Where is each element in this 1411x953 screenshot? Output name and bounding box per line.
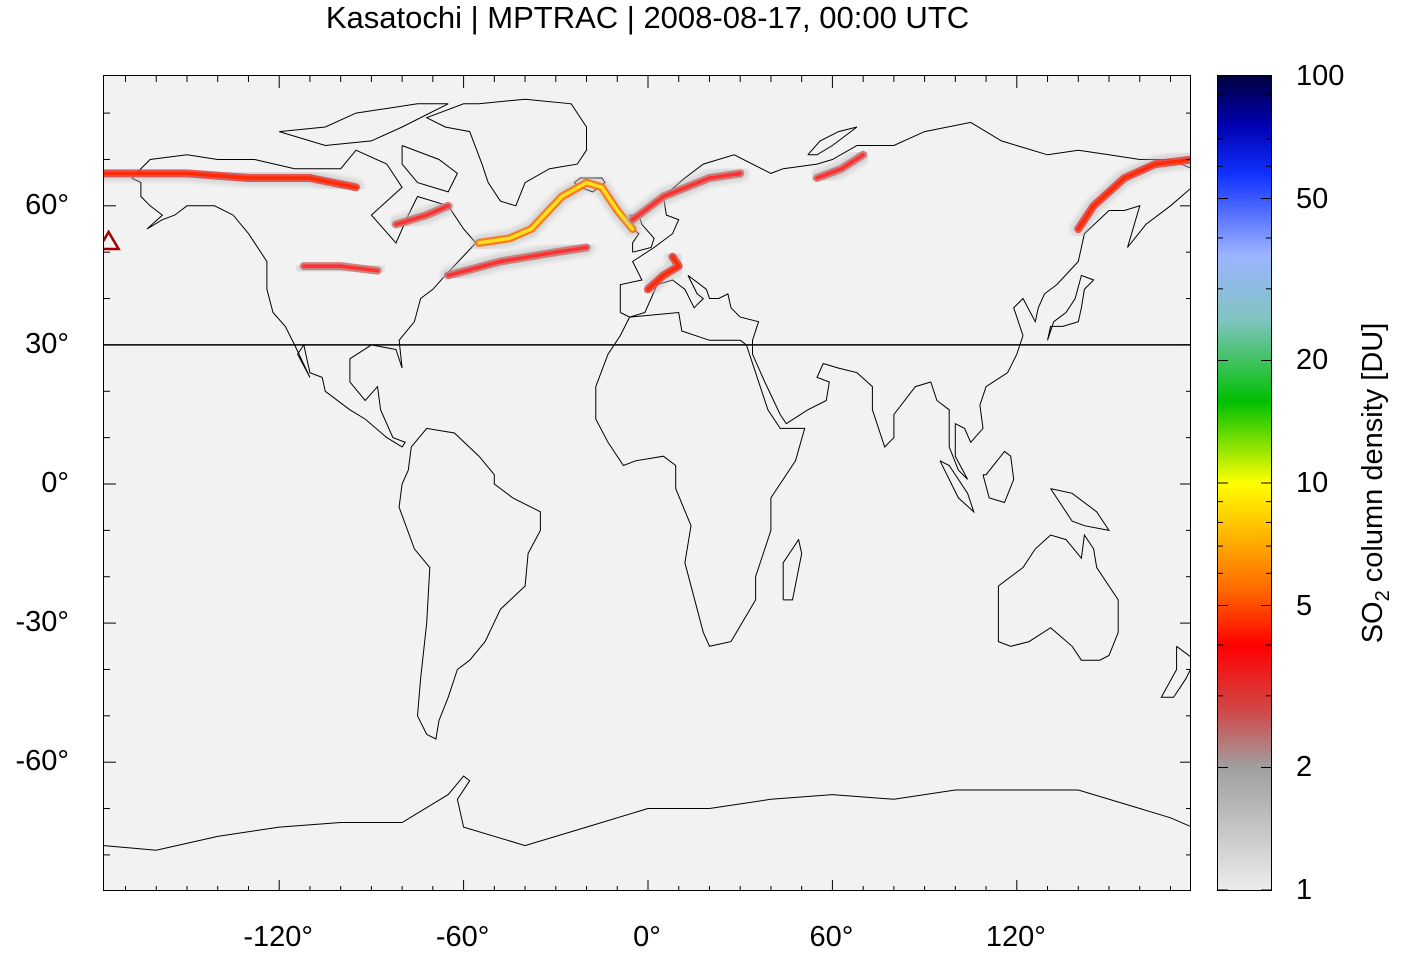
coastline-borneo bbox=[982, 450, 1015, 504]
y-tick-label: 60° bbox=[25, 188, 69, 221]
colorbar-gradient bbox=[1218, 75, 1271, 891]
plume-western-siberia-yamal bbox=[809, 146, 872, 186]
x-tick-label: 0° bbox=[633, 921, 661, 953]
coastline-madagascar bbox=[782, 538, 803, 601]
colorbar-tick-label: 1 bbox=[1296, 874, 1313, 906]
map-panel bbox=[103, 75, 1191, 891]
so2-plumes bbox=[104, 146, 1190, 298]
x-tick-label: -120° bbox=[243, 921, 313, 953]
colorbar-title: SO2 column density [DU] bbox=[1357, 322, 1394, 644]
coastline-eurasia bbox=[619, 121, 1190, 480]
x-tick-label: 60° bbox=[809, 921, 854, 953]
plot-title: Kasatochi | MPTRAC | 2008-08-17, 00:00 U… bbox=[325, 0, 970, 35]
colorbar-tick-label: 10 bbox=[1296, 467, 1329, 499]
x-tick-label: 120° bbox=[985, 921, 1046, 953]
coastline-japan bbox=[1047, 274, 1095, 341]
plume-kamchatka-ne-siberia bbox=[1070, 151, 1190, 237]
coastline-new-zealand bbox=[1160, 645, 1190, 698]
y-tick-label: 0° bbox=[41, 467, 69, 499]
x-tick-label: -60° bbox=[435, 921, 490, 953]
plume-hudson-bay-to-labrador bbox=[388, 197, 457, 233]
volcano-triangle bbox=[104, 229, 121, 251]
colorbar-tick-label: 20 bbox=[1296, 344, 1329, 377]
colorbar bbox=[1217, 75, 1272, 891]
coastline-arctic-islands bbox=[279, 103, 449, 147]
plume-scandinavia bbox=[624, 165, 749, 228]
coastline-baffin bbox=[401, 145, 459, 193]
coastline-south-america bbox=[398, 427, 541, 740]
colorbar-tick-label: 2 bbox=[1296, 751, 1313, 784]
volcano-marker-icon bbox=[104, 229, 121, 251]
coastline-antarctica bbox=[104, 775, 1190, 851]
coastline-australia bbox=[997, 533, 1119, 661]
y-tick-label: -60° bbox=[15, 745, 69, 778]
coastline-sumatra bbox=[939, 460, 975, 514]
plume-central-canada-us-border bbox=[295, 258, 386, 279]
y-tick-label: -30° bbox=[15, 606, 69, 639]
axis-ticks bbox=[104, 76, 1190, 890]
coastline-africa bbox=[595, 311, 806, 647]
colorbar-tick-label: 5 bbox=[1296, 589, 1313, 622]
plume-alaska-bering-sea bbox=[104, 165, 364, 196]
colorbar-tick-label: 100 bbox=[1296, 60, 1345, 92]
plume-north-atlantic-strongest- bbox=[471, 174, 641, 251]
y-tick-label: 30° bbox=[25, 327, 69, 360]
coastline-north-america bbox=[131, 149, 477, 448]
coastline-novaya-zemlya bbox=[807, 126, 858, 156]
coastline-greenland bbox=[425, 98, 587, 207]
plume-mid-atlantic bbox=[440, 239, 595, 284]
world-map bbox=[104, 76, 1190, 890]
plume-western-europe-alps bbox=[640, 248, 687, 298]
coastline-new-guinea bbox=[1050, 488, 1111, 532]
colorbar-tick-label: 50 bbox=[1296, 182, 1329, 215]
